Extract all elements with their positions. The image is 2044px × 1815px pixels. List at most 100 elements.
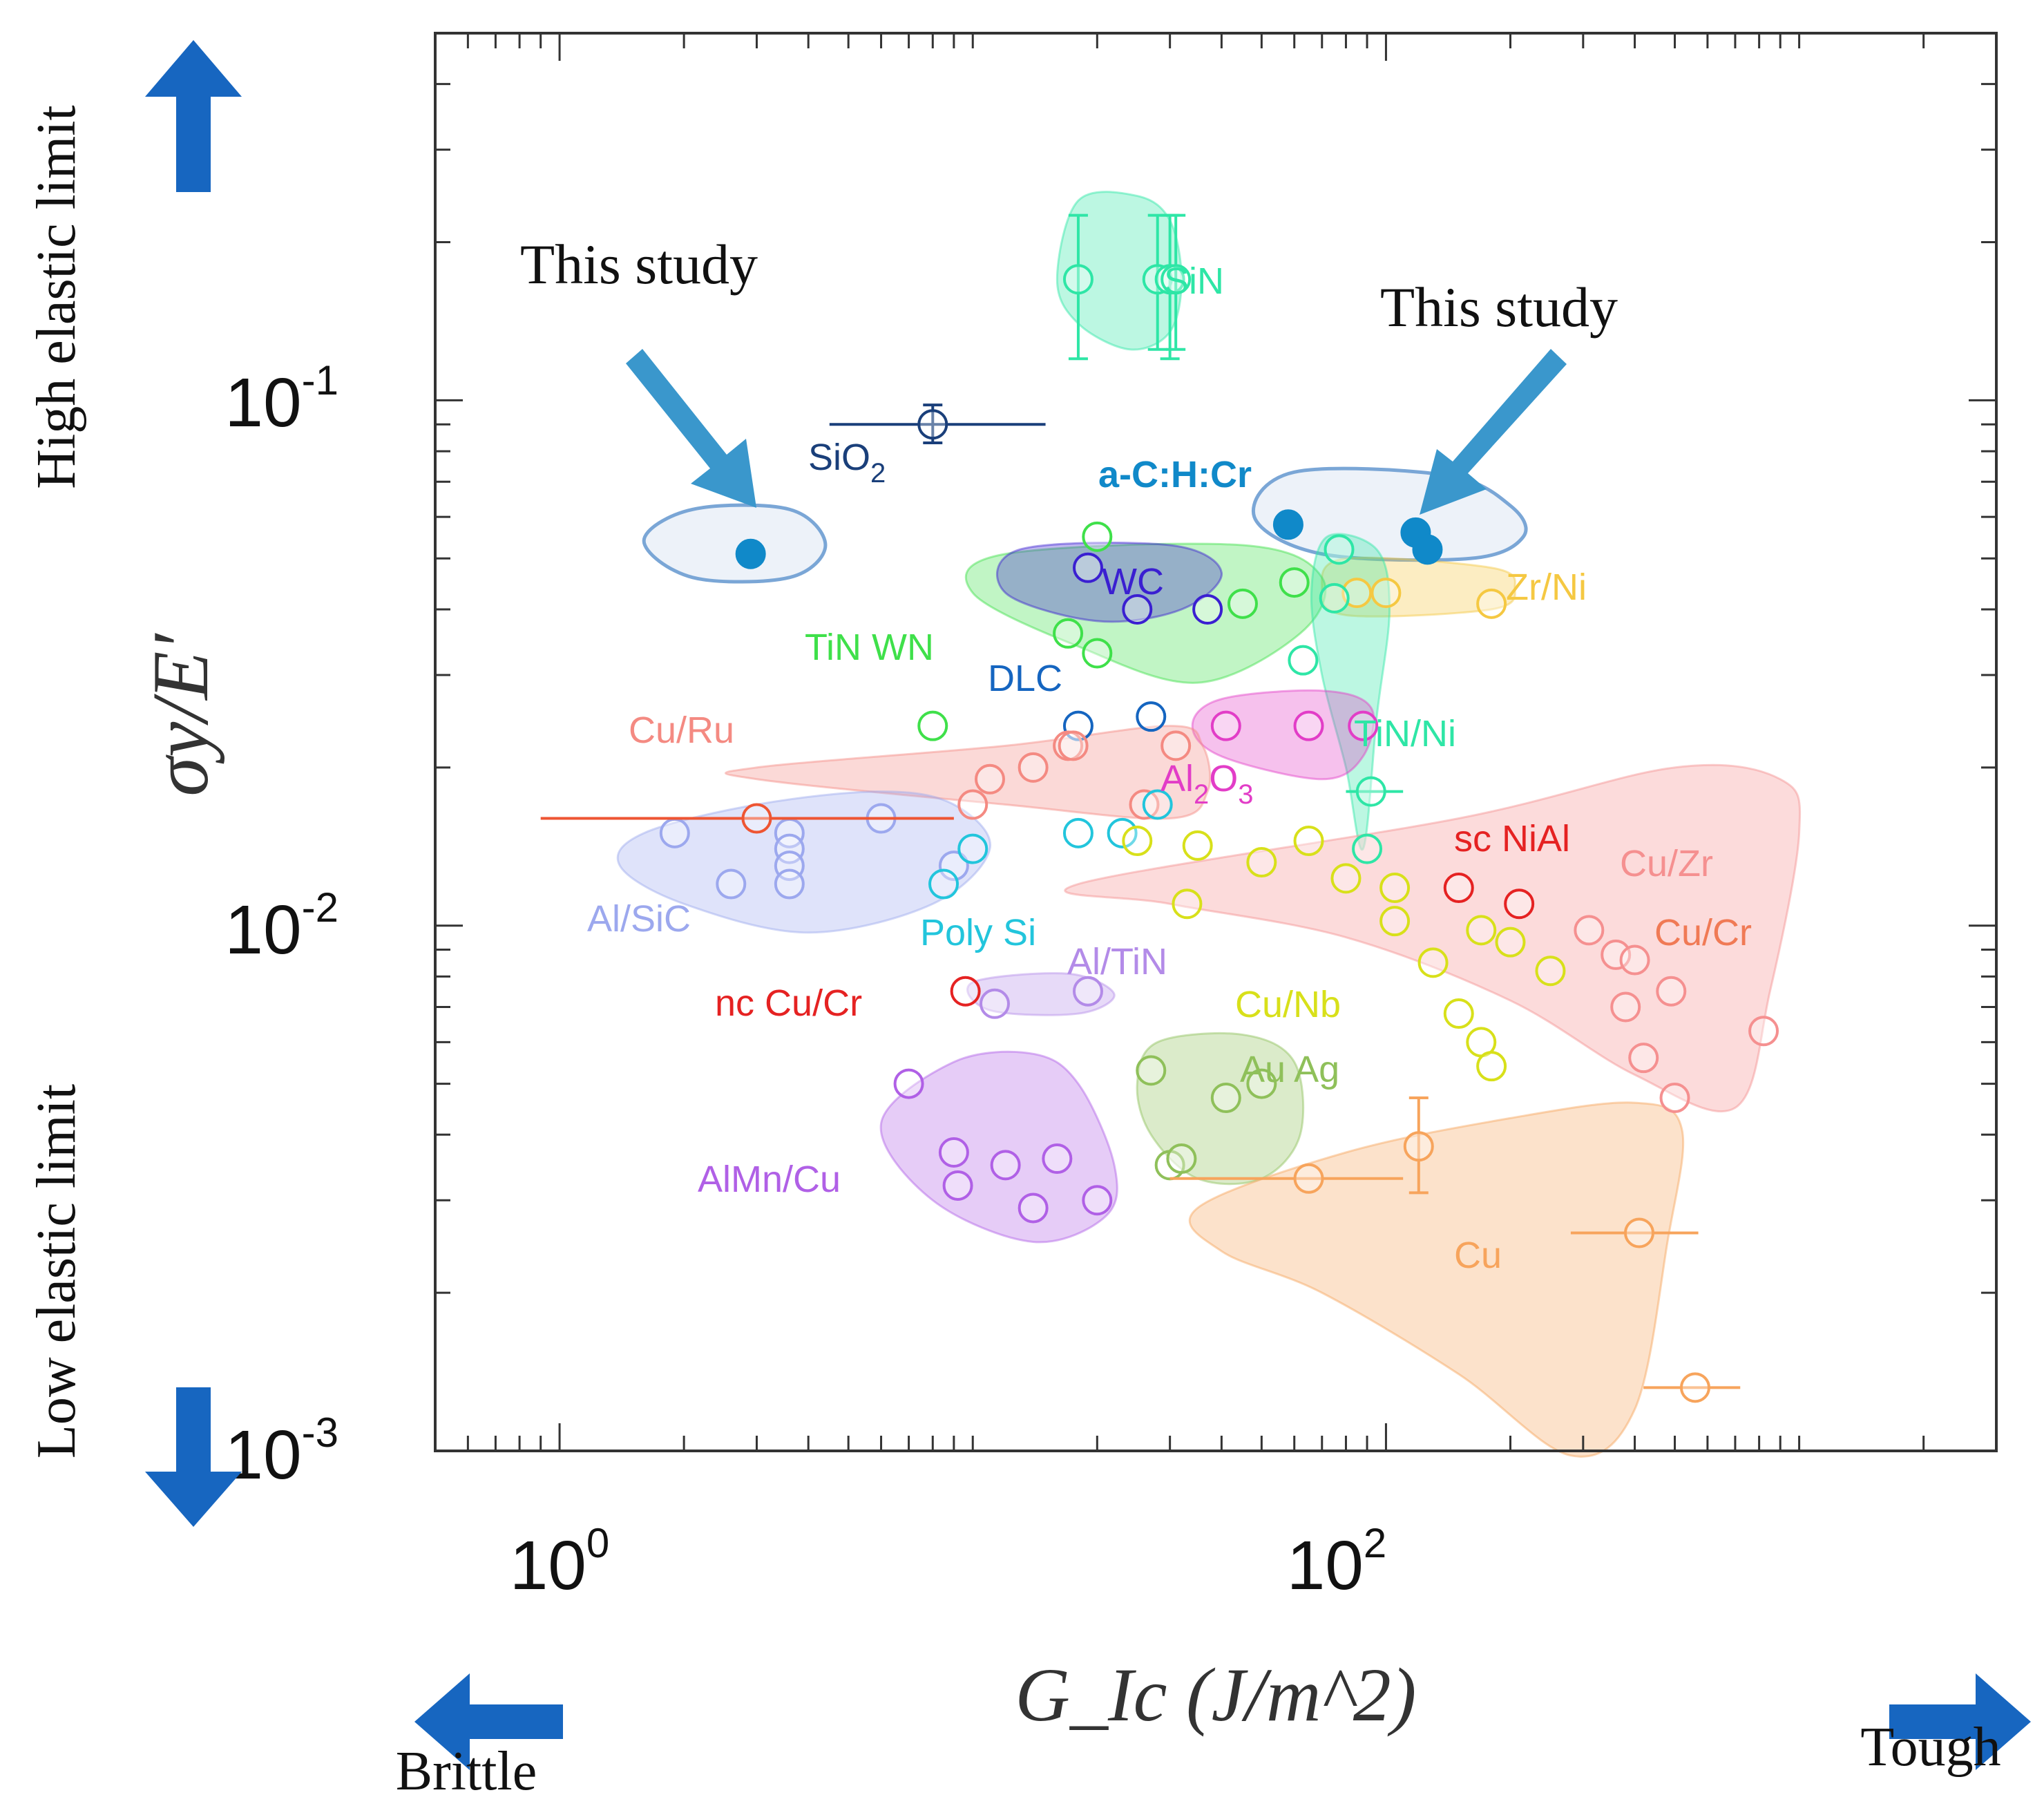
data-point (774, 868, 805, 900)
data-point (1182, 830, 1213, 861)
series-label: WC (1102, 561, 1164, 602)
data-point (741, 803, 772, 834)
data-point (1288, 645, 1319, 676)
series-label: Poly Si (920, 912, 1036, 953)
data-point (735, 538, 766, 569)
arrow-up-label: High elastic limit (26, 105, 87, 488)
data-point (1166, 1143, 1197, 1175)
data-point (1574, 915, 1605, 946)
data-point (1748, 1016, 1779, 1047)
data-point (957, 833, 988, 864)
data-point (1679, 1372, 1710, 1403)
arrow-up-icon (145, 40, 242, 192)
data-point (1293, 710, 1324, 741)
data-point (1495, 926, 1526, 958)
y-axis-title: σy/E′ (137, 633, 225, 797)
data-point (975, 763, 1006, 795)
arrow-left-label: Brittle (396, 1741, 537, 1802)
arrow-left-icon (414, 1673, 563, 1770)
series-label: nc Cu/Cr (715, 982, 862, 1024)
arrow-down-label: Low elastic limit (26, 1084, 87, 1458)
data-point (1412, 534, 1443, 565)
data-point (957, 789, 988, 820)
region-almn-cu (879, 1050, 1118, 1244)
data-point (1330, 863, 1362, 894)
study-label-left: This study (520, 233, 758, 296)
region-tin-wn (964, 542, 1327, 684)
series-label: sc NiAl (1454, 818, 1570, 859)
x-tick-label: 102 (1287, 1520, 1387, 1604)
data-point (1018, 752, 1049, 783)
region-a-c-h-cr-left (642, 503, 828, 584)
data-point (1628, 1043, 1659, 1074)
data-point (938, 851, 969, 882)
region-cu-ru (724, 725, 1212, 820)
data-point (990, 1150, 1021, 1181)
arrow-right-icon (1889, 1673, 2031, 1770)
data-point (1476, 1051, 1507, 1082)
data-point (942, 1170, 973, 1201)
labels-layer: SiN SiO2 a-C:H:Cr Zr/Ni TiN WN WC DLC TiN/Ni Al2… (587, 260, 1752, 1276)
data-point (1082, 638, 1113, 669)
data-point (1072, 976, 1103, 1007)
data-point (1062, 264, 1093, 295)
series-label: Al/SiC (587, 898, 691, 940)
data-point (1535, 956, 1566, 987)
data-point (1293, 826, 1324, 857)
data-point (1324, 534, 1355, 565)
data-point (1210, 1083, 1241, 1114)
y-tick-label: 10-2 (225, 884, 338, 969)
tick-layer (434, 32, 1998, 1452)
region-wc (996, 542, 1223, 623)
series-label: Cu (1454, 1235, 1502, 1276)
data-point (1379, 873, 1411, 904)
study-arrow-left-icon (626, 349, 756, 508)
series-label: SiO2 (808, 437, 886, 488)
series-label: TiN/Ni (1354, 713, 1456, 754)
data-point (1417, 947, 1449, 978)
series-label: Au Ag (1240, 1049, 1339, 1090)
data-point (1122, 826, 1153, 857)
y-tick-label: 10-1 (225, 357, 338, 441)
data-point (716, 868, 747, 900)
data-point (979, 988, 1010, 1019)
data-point (1058, 730, 1089, 761)
arrow-right-label: Tough (1860, 1717, 2000, 1778)
x-axis-title: G_Ic (J/m^2) (1015, 1653, 1417, 1737)
plot-frame (434, 32, 1998, 1452)
data-point (1227, 588, 1258, 619)
region-sin (1056, 191, 1183, 351)
data-point (1348, 710, 1379, 741)
data-point (1161, 264, 1192, 295)
data-point (1122, 593, 1153, 625)
series-label: Cu/Cr (1654, 912, 1752, 953)
data-point (1062, 817, 1093, 848)
data-point (1610, 991, 1641, 1023)
data-point (1107, 817, 1138, 848)
data-point (1072, 552, 1103, 583)
data-point (917, 409, 948, 440)
arrow-down-icon (145, 1387, 242, 1527)
data-point (893, 1068, 924, 1099)
data-point (1293, 1163, 1324, 1194)
region-cu-zr-cu-cr (1064, 763, 1802, 1113)
data-point (1623, 1217, 1654, 1248)
data-point (1443, 873, 1474, 904)
data-point (1379, 906, 1411, 937)
data-point (1018, 1192, 1049, 1224)
series-label: Cu/Ru (629, 710, 734, 751)
data-point (1370, 578, 1402, 609)
data-point (1082, 521, 1113, 552)
x-tick-label: 100 (510, 1520, 610, 1604)
series-label: AlMn/Cu (698, 1159, 841, 1200)
data-point (1443, 998, 1474, 1029)
data-point (917, 710, 948, 741)
data-point (1355, 776, 1386, 807)
data-point (1246, 1068, 1277, 1099)
region-al2o3 (1191, 689, 1375, 781)
data-point (1192, 593, 1223, 625)
series-label: TiN WN (805, 627, 934, 668)
data-point (1476, 588, 1507, 619)
data-point (1619, 944, 1650, 976)
data-point (1272, 509, 1303, 540)
